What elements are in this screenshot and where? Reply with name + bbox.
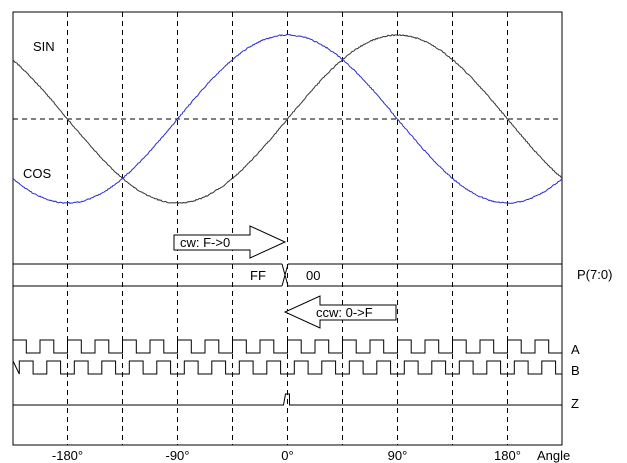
signal-b-label: B xyxy=(571,363,580,378)
cw-annotation: cw: F->0 xyxy=(174,226,285,258)
bus-label: P(7:0) xyxy=(577,267,612,282)
x-axis-label: Angle xyxy=(537,448,570,463)
x-tick-label-3: 90° xyxy=(388,448,408,463)
sin-label: SIN xyxy=(33,39,55,54)
bus-value-00: 00 xyxy=(306,268,320,283)
signal-z-label: Z xyxy=(571,396,579,411)
x-tick-label-1: -90° xyxy=(166,448,190,463)
x-tick-labels: -180° -90° 0° 90° 180° xyxy=(52,448,521,463)
ccw-label: ccw: 0->F xyxy=(316,305,373,320)
x-tick-label-2: 0° xyxy=(281,448,293,463)
signal-a-line xyxy=(13,340,562,353)
ccw-annotation: ccw: 0->F xyxy=(285,296,396,328)
signal-a-label: A xyxy=(571,342,580,357)
x-tick-label-0: -180° xyxy=(52,448,83,463)
cw-label: cw: F->0 xyxy=(180,235,230,250)
bus-value-ff: FF xyxy=(250,268,266,283)
position-bus: FF 00 P(7:0) xyxy=(13,264,612,286)
cos-label: COS xyxy=(23,166,52,181)
x-tick-label-4: 180° xyxy=(494,448,521,463)
vertical-gridlines xyxy=(68,12,508,445)
